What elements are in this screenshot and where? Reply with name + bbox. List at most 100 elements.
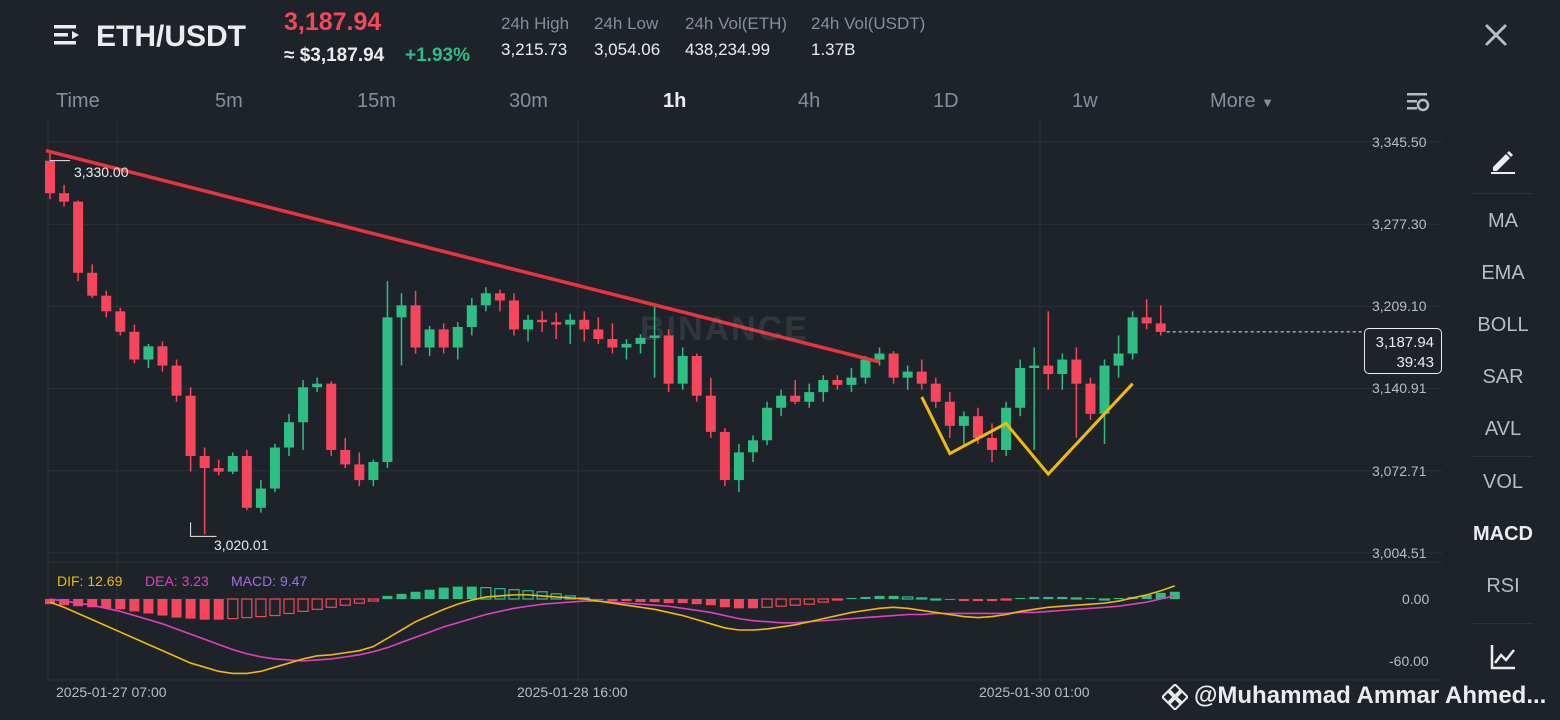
macd-histogram-bar [185,599,196,619]
macd-histogram-bar [255,598,267,618]
candle-body [1085,383,1096,414]
indicator-macd[interactable]: MACD [1473,523,1533,545]
candle-body [424,329,435,348]
stat-value-vol-eth: 438,234.99 [685,40,771,59]
macd-histogram-bar [452,586,463,599]
candle-body [241,455,252,508]
candle-body [790,395,801,402]
macd-histogram-bar [733,599,744,609]
candle-body [944,401,955,426]
macd-histogram-bar [199,599,210,620]
price-chart[interactable] [0,120,1445,685]
macd-histogram-bar [621,599,632,602]
approx-usd: ≈ $3,187.94 [284,45,385,66]
macd-histogram-bar [1169,591,1180,599]
indicator-vol[interactable]: VOL [1482,471,1524,493]
indicator-avl[interactable]: AVL [1484,418,1522,440]
divider [1472,623,1534,624]
macd-histogram-bar [987,599,998,602]
macd-histogram-bar [831,598,843,601]
macd-histogram-bar [649,599,660,603]
macd-histogram-bar [677,599,688,604]
indicator-rsi[interactable]: RSI [1486,575,1520,597]
candle-body [579,319,590,330]
tf-1d[interactable]: 1D [933,90,959,112]
macd-histogram-bar [227,598,239,620]
price-axis-label: 3,140.91 [1372,380,1427,396]
indicator-sar[interactable]: SAR [1482,366,1524,388]
tf-5m[interactable]: 5m [215,90,243,112]
indicator-boll[interactable]: BOLL [1477,314,1529,336]
more-dropdown[interactable]: More ▼ [1210,90,1274,113]
candle-body [368,462,379,481]
close-icon[interactable] [1483,22,1509,48]
candle-body [677,355,688,384]
divider [1472,193,1534,194]
candle-body [607,339,618,348]
candle-body [59,193,70,202]
macd-histogram-bar [297,598,309,612]
tf-4h[interactable]: 4h [798,90,821,112]
macd-histogram-bar [593,599,604,601]
indicator-ema[interactable]: EMA [1481,262,1525,284]
caret-down-icon: ▼ [1261,95,1275,110]
macd-histogram-bar [494,588,506,600]
divider [1472,456,1534,457]
candle-body [1113,353,1124,366]
candle-body [45,160,55,194]
tf-1w[interactable]: 1w [1072,90,1098,112]
tf-time[interactable]: Time [56,90,100,112]
candle-body [1015,367,1026,408]
candle-body [1043,365,1054,375]
macd-histogram-bar [1043,596,1054,599]
tf-1h[interactable]: 1h [663,90,687,112]
macd-histogram-bar [45,599,55,605]
indicator-ma[interactable]: MA [1488,210,1518,232]
macd-histogram-bar [775,598,787,607]
macd-histogram-bar [87,599,98,608]
candle-body [255,488,266,508]
candle-body [326,383,337,450]
date-axis-label: 2025-01-30 01:00 [979,684,1090,700]
macd-histogram-bar [143,599,154,614]
candle-body [73,201,84,273]
candle-body [87,272,98,296]
candle-body [649,335,660,338]
chart-settings-icon[interactable] [1405,90,1431,114]
menu-icon[interactable] [52,20,82,50]
macd-histogram-bar [1057,596,1068,599]
draw-tool-icon[interactable] [1488,145,1518,175]
tf-30m[interactable]: 30m [509,90,548,112]
candle-body [115,311,126,332]
macd-histogram-bar [59,599,70,606]
macd-histogram-bar [888,595,899,599]
candle-body [340,449,351,465]
price-axis-label: 3,209.10 [1372,298,1427,314]
candle-body [1099,365,1110,414]
candle-body [987,437,998,450]
macd-histogram-bar [705,599,716,606]
candle-body [804,392,815,402]
macd-histogram-bar [367,598,379,602]
candle-body [1155,323,1166,332]
chart-type-icon[interactable] [1488,642,1518,672]
macd-histogram-bar [803,598,815,605]
pair-title[interactable]: ETH/USDT [96,20,246,53]
candle-body [284,422,295,448]
tf-15m[interactable]: 15m [357,90,396,112]
more-label: More [1210,90,1256,112]
macd-histogram-bar [480,587,492,600]
macd-histogram-bar [213,599,224,620]
candle-body [1071,359,1082,384]
candle-body [410,305,421,348]
candle-body [508,300,519,330]
candle-body [705,395,716,432]
macd-histogram-bar [171,599,182,618]
stat-label-low: 24h Low [594,14,659,33]
candle-body [171,365,182,396]
candle-body [733,452,744,481]
candle-body [818,380,829,393]
macd-histogram-bar [691,599,702,605]
candle-body [354,464,365,481]
macd-histogram-bar [607,599,618,602]
